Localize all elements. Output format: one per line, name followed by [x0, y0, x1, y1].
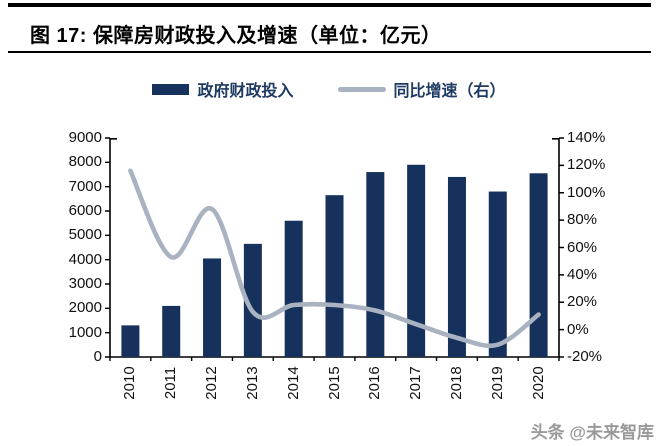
left-axis-tick-label: 2000	[68, 299, 102, 317]
bar-2015	[325, 195, 344, 357]
left-axis-tick-label: 3000	[68, 275, 102, 292]
x-axis-tick-label: 2016	[366, 366, 384, 400]
left-axis-tick-label: 9000	[68, 129, 102, 146]
right-axis-tick-label: -20%	[567, 348, 603, 365]
x-axis-tick-label: 2020	[529, 366, 547, 400]
x-axis-tick-label: 2018	[447, 366, 465, 400]
x-axis-tick-label: 2014	[284, 366, 302, 400]
left-axis-ticks	[105, 137, 110, 358]
left-axis-tick-label: 1000	[68, 323, 102, 341]
bar-2011	[162, 305, 181, 357]
left-axis-tick-label: 7000	[68, 177, 102, 195]
watermark: 头条 @未来智库	[530, 423, 654, 442]
right-axis-ticks	[559, 137, 564, 358]
bar-2020	[529, 173, 548, 357]
bar-2014	[284, 220, 303, 357]
right-axis-tick-label: 20%	[567, 293, 598, 311]
title-divider-rule	[8, 51, 651, 53]
line-series-swatch	[337, 86, 386, 92]
top-border-rule	[8, 3, 651, 7]
bottom-axis-ticks	[109, 357, 560, 361]
bar-2019	[488, 191, 507, 357]
right-axis-tick-label: 60%	[567, 238, 598, 256]
bar-2017	[407, 164, 426, 357]
bar-2010	[121, 325, 140, 357]
right-axis-tick-label: 80%	[567, 211, 598, 229]
line-series-label: 同比增速（右）	[393, 83, 506, 100]
left-axis-tick-label: 5000	[68, 226, 102, 244]
right-axis-tick-label: 120%	[567, 156, 606, 174]
left-axis-tick-label: 4000	[68, 250, 102, 268]
x-axis-tick-label: 2013	[243, 366, 261, 400]
legend-item-bar-series: 政府财政投入	[152, 77, 294, 101]
growth-line	[128, 168, 541, 349]
bar-2012	[203, 258, 222, 357]
left-axis-tick-label: 0	[93, 348, 102, 365]
x-axis-tick-label: 2010	[121, 366, 139, 400]
left-axis-tick-label: 6000	[68, 202, 102, 219]
left-axis-tick-label: 8000	[68, 153, 102, 171]
page-title: 图 17: 保障房财政投入及增速（单位：亿元）	[30, 25, 442, 47]
x-axis-tick-label: 2015	[325, 366, 343, 400]
x-axis-tick-label: 2012	[203, 366, 221, 400]
legend-item-line-series: 同比增速（右）	[337, 77, 506, 101]
right-axis-tick-label: 0%	[567, 320, 589, 338]
bar-2016	[366, 172, 385, 357]
bar-2013	[243, 243, 262, 357]
right-axis-tick-label: 100%	[567, 183, 606, 201]
bar-series-swatch	[152, 83, 190, 95]
bar-2018	[447, 176, 466, 357]
right-axis-tick-label: 40%	[567, 265, 598, 283]
x-axis-tick-label: 2011	[162, 366, 180, 400]
bar-series-label: 政府财政投入	[197, 83, 294, 100]
right-axis-tick-label: 140%	[567, 129, 606, 146]
legend: 政府财政投入 同比增速（右）	[0, 78, 658, 100]
x-axis-tick-label: 2017	[407, 366, 425, 400]
x-axis-tick-label: 2019	[488, 366, 506, 400]
